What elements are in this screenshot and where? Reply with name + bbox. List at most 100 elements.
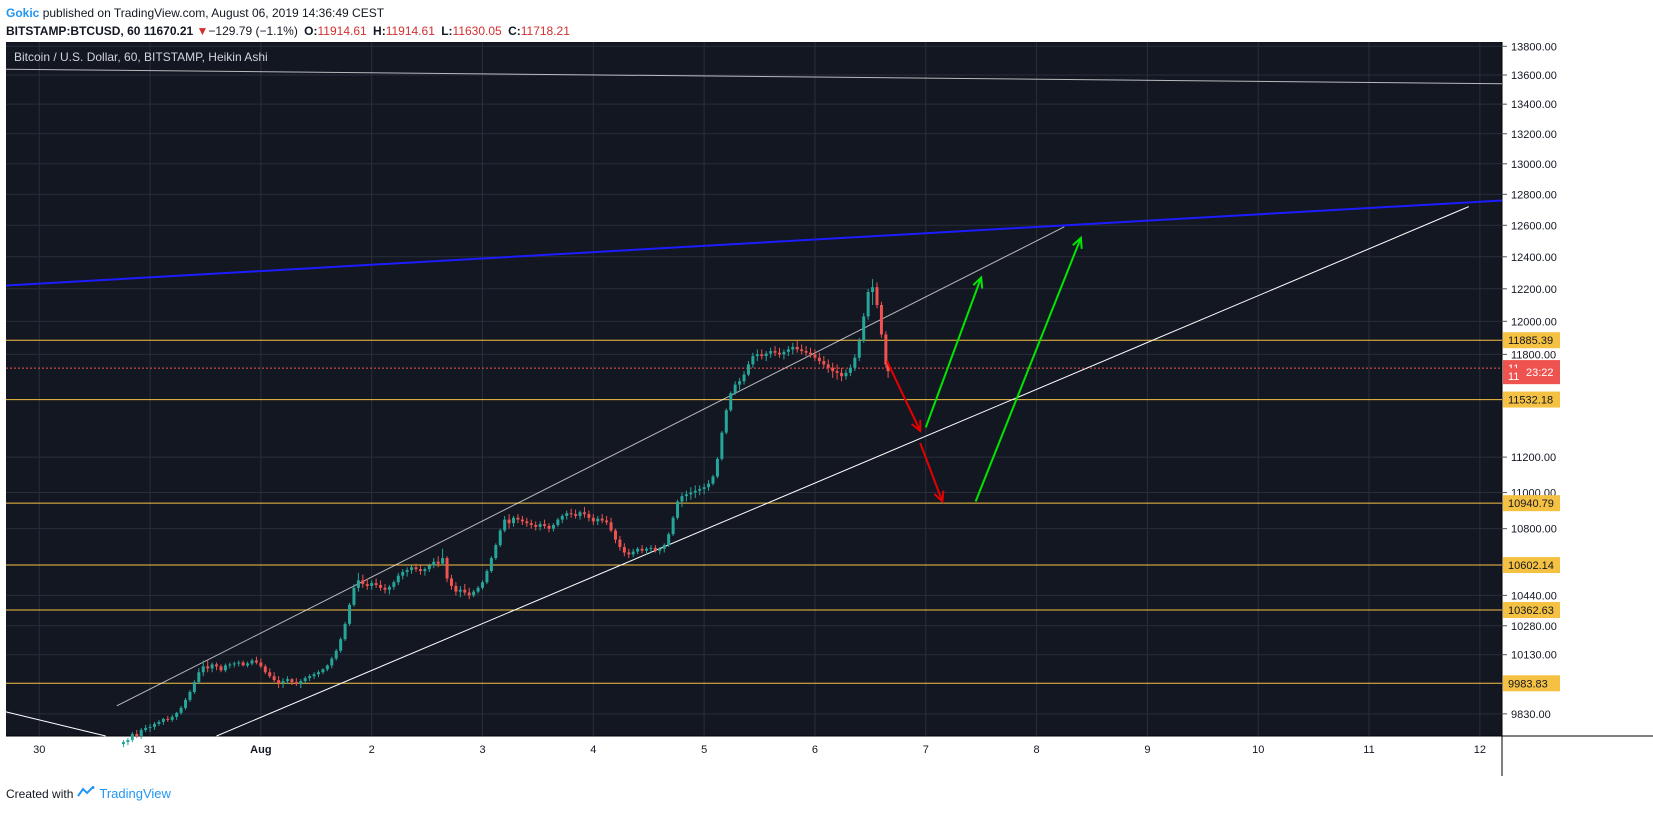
- created-with-text: Created with: [6, 786, 74, 801]
- candle-body: [299, 681, 303, 685]
- price-tick-label: 12200.00: [1511, 284, 1557, 296]
- time-tick-label: 2: [369, 744, 375, 756]
- candle-body: [751, 356, 755, 365]
- candle-body: [769, 351, 773, 354]
- candle-body: [715, 458, 719, 477]
- grid-lines: [6, 42, 1502, 736]
- price-axis-ticks: 13800.00 13600.00 13400.00 13200.00 13000.00…: [1502, 41, 1557, 721]
- candle-body: [525, 521, 529, 524]
- trend-line-blue-resistance: [5, 199, 1503, 287]
- candle-body: [498, 530, 502, 546]
- candle-body: [835, 371, 839, 373]
- candle-body: [698, 488, 702, 491]
- price-tick-label: 12400.00: [1511, 252, 1557, 264]
- candle-body: [330, 658, 334, 666]
- candle-body: [392, 582, 396, 587]
- level-badge: [1503, 602, 1560, 619]
- candle-body: [711, 476, 715, 484]
- published-text: published on TradingView.com, August 06,…: [42, 6, 385, 20]
- candle-body: [121, 742, 125, 745]
- candle-body: [228, 664, 232, 666]
- candle-body: [746, 364, 750, 375]
- time-axis-background[interactable]: [6, 736, 1502, 776]
- close-value: 11718.21: [520, 24, 570, 38]
- candle-body: [374, 583, 378, 586]
- time-axis-ticks: 30 31 Aug 2 3 4 5 6 7 8 9 10 11 12: [33, 744, 1486, 756]
- level-badge-label: 10362.63: [1508, 605, 1554, 617]
- candle-body: [671, 517, 675, 535]
- candle-body: [618, 539, 622, 547]
- high-label: H:: [373, 24, 386, 38]
- candle-body: [308, 676, 312, 679]
- candle-body: [223, 665, 227, 671]
- price-tick-label: 10800.00: [1511, 524, 1557, 536]
- tradingview-brand[interactable]: TradingView: [99, 786, 171, 801]
- arrow-head-red: [933, 490, 945, 504]
- candle-body: [259, 662, 263, 667]
- candle-body: [720, 432, 724, 459]
- open-value: 11914.61: [317, 24, 367, 38]
- candle-body: [800, 349, 804, 352]
- level-badge: [1503, 391, 1560, 408]
- candle-body: [130, 733, 134, 741]
- candle-body: [605, 520, 609, 523]
- trend-line-descending-left: [5, 711, 106, 737]
- candle-body: [139, 729, 143, 736]
- candle-body: [157, 721, 161, 724]
- candle-body: [170, 716, 174, 720]
- candle-body: [871, 287, 875, 293]
- candle-body: [862, 316, 866, 342]
- tradingview-logo-icon[interactable]: [77, 786, 95, 801]
- candle-body: [414, 567, 418, 570]
- chart-title: Bitcoin / U.S. Dollar, 60, BITSTAMP, Hei…: [14, 50, 268, 64]
- trend-line-channel-bottom: [216, 206, 1469, 737]
- candle-body: [472, 591, 476, 596]
- candle-body: [263, 666, 267, 673]
- arrow-shaft-green: [974, 237, 1082, 502]
- price-tick-label: 10440.00: [1511, 590, 1557, 602]
- candle-body: [755, 354, 759, 357]
- low-label: L:: [441, 24, 453, 38]
- candle-body: [427, 565, 431, 570]
- candle-body: [813, 354, 817, 358]
- time-tick-label: 3: [479, 744, 485, 756]
- candle-body: [565, 513, 569, 516]
- candle-body: [512, 517, 516, 524]
- candle-body: [658, 548, 662, 551]
- author-name[interactable]: Gokic: [6, 6, 40, 20]
- symbol-label: BITSTAMP:BTCUSD, 60: [6, 24, 141, 38]
- down-triangle-icon: ▼: [196, 24, 209, 38]
- candle-body: [423, 569, 427, 572]
- candle-body: [148, 726, 152, 728]
- time-tick-label: 31: [144, 744, 156, 756]
- arrow-shaft-green: [924, 277, 983, 428]
- footer: Created with TradingView: [6, 786, 171, 801]
- candle-body: [436, 561, 440, 564]
- candle-body: [356, 580, 360, 588]
- candle-body: [560, 515, 564, 520]
- price-tick-label: 12600.00: [1511, 220, 1557, 232]
- candle-body: [254, 660, 258, 663]
- candle-body: [627, 552, 631, 555]
- price-axis-background[interactable]: [1502, 42, 1653, 736]
- candles: [121, 279, 890, 748]
- candle-body: [454, 585, 458, 592]
- candle-body: [290, 679, 294, 683]
- support-levels: [6, 339, 1502, 684]
- last-price: 11670.21: [143, 24, 194, 38]
- candle-body: [334, 650, 338, 659]
- candle-body: [281, 681, 285, 684]
- candle-body: [645, 548, 649, 551]
- candle-body: [179, 707, 183, 713]
- candle-body: [667, 534, 671, 546]
- chart-area[interactable]: 13800.00 13600.00 13400.00 13200.00 13000.00…: [5, 41, 1653, 776]
- candle-body: [237, 662, 241, 664]
- price-chart[interactable]: 13800.00 13600.00 13400.00 13200.00 13000.00…: [5, 41, 1653, 776]
- price-change: −129.79 (−1.1%): [208, 24, 298, 38]
- price-tick-label: 13800.00: [1511, 42, 1557, 53]
- candle-body: [791, 346, 795, 350]
- time-tick-label: 6: [812, 744, 818, 756]
- level-badge: [1503, 495, 1560, 512]
- countdown-label: 23:22: [1526, 367, 1554, 379]
- candle-body: [534, 525, 538, 527]
